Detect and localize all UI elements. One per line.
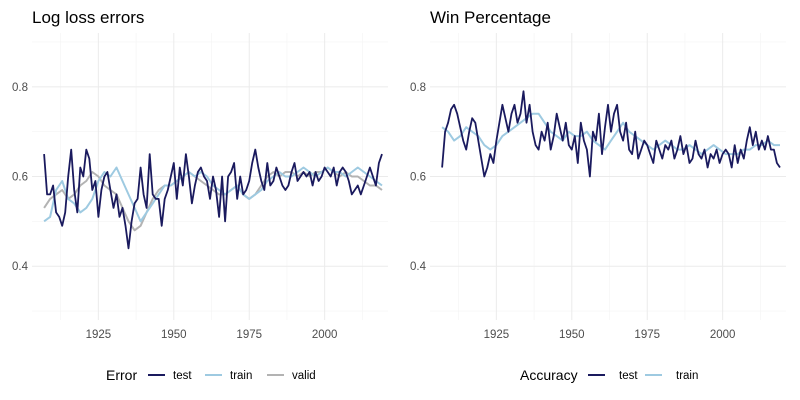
x-tick-label: 1950: [559, 329, 585, 341]
series-lines: [441, 90, 781, 178]
y-tick-label: 0.8: [12, 82, 28, 94]
y-tick-label: 0.6: [410, 172, 426, 184]
legend: Accuracy test train: [520, 367, 698, 383]
legend: Error test train valid: [106, 367, 316, 383]
series-line-test: [43, 148, 383, 250]
legend-label-train: train: [676, 370, 698, 382]
x-tick-label: 1950: [161, 329, 187, 341]
x-tick-label: 1925: [484, 329, 510, 341]
series-line-test: [441, 90, 781, 178]
grid-lines: [32, 33, 388, 320]
x-tick-labels: 1925 1950 1975 2000: [86, 329, 338, 341]
chart-title: Win Percentage: [430, 8, 551, 27]
y-tick-label: 0.4: [12, 261, 29, 273]
log-loss-panel: Log loss errors 0.4 0.6 0.8 1925 1950 1975 20…: [12, 8, 388, 383]
y-tick-label: 0.4: [410, 261, 427, 273]
x-tick-label: 2000: [710, 329, 736, 341]
legend-title: Error: [106, 367, 137, 383]
x-tick-label: 1975: [634, 329, 660, 341]
y-tick-labels: 0.4 0.6 0.8: [410, 82, 427, 273]
legend-label-test: test: [619, 370, 638, 382]
y-tick-label: 0.6: [12, 172, 28, 184]
series-lines: [43, 148, 383, 250]
x-tick-labels: 1925 1950 1975 2000: [484, 329, 736, 341]
x-tick-label: 1925: [86, 329, 112, 341]
y-tick-label: 0.8: [410, 82, 426, 94]
x-tick-label: 2000: [312, 329, 338, 341]
chart-title: Log loss errors: [32, 8, 144, 27]
x-tick-label: 1975: [236, 329, 262, 341]
legend-label-valid: valid: [292, 370, 316, 382]
legend-label-test: test: [173, 370, 192, 382]
y-tick-labels: 0.4 0.6 0.8: [12, 82, 29, 273]
win-percentage-panel: Win Percentage 0.4 0.6 0.8 1925 1950 1975 200…: [410, 8, 786, 383]
legend-label-train: train: [230, 370, 252, 382]
legend-title: Accuracy: [520, 367, 578, 383]
grid-lines: [430, 33, 786, 320]
